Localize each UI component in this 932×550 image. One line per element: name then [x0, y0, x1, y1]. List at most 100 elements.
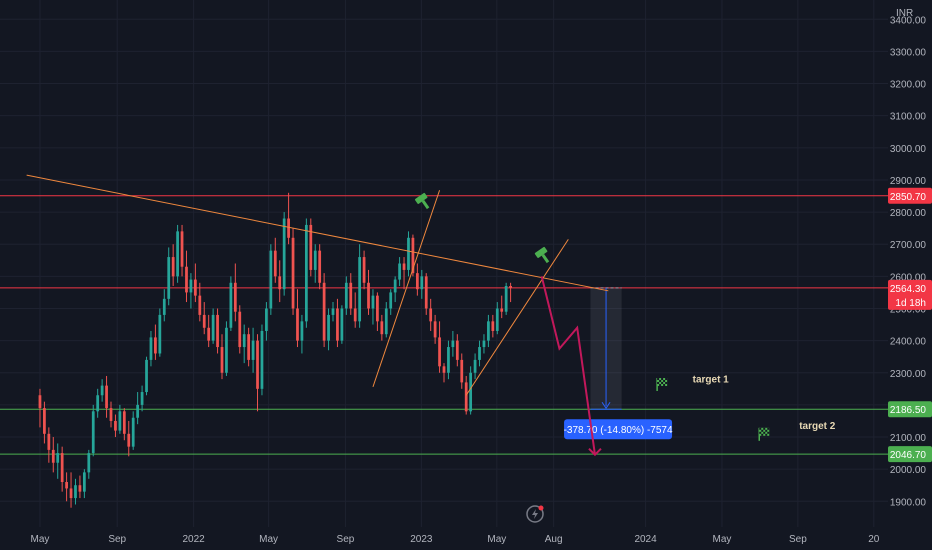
candle-body[interactable] [176, 231, 179, 277]
candle-body[interactable] [211, 314, 215, 341]
candle-body[interactable] [74, 485, 77, 499]
candle-body[interactable] [51, 449, 55, 463]
candle-body[interactable] [247, 334, 251, 360]
candle-body[interactable] [260, 330, 264, 389]
candle-body[interactable] [442, 366, 446, 373]
candle-body[interactable] [47, 433, 51, 450]
candle-body[interactable] [100, 385, 104, 396]
candle-body[interactable] [411, 237, 415, 274]
price-level-badge[interactable] [888, 187, 932, 204]
candle-body[interactable] [65, 482, 68, 489]
candle-body[interactable] [282, 218, 286, 290]
candle-body[interactable] [265, 308, 268, 331]
trendline[interactable] [372, 190, 441, 388]
candle-body[interactable] [43, 408, 46, 434]
y-axis[interactable]: INR1900.002000.002100.002200.002300.0024… [888, 0, 932, 550]
candle-body[interactable] [78, 485, 82, 492]
price-level-badge[interactable] [888, 446, 932, 463]
candle-body[interactable] [353, 308, 357, 322]
price-level-badge[interactable] [888, 401, 932, 418]
candle-body[interactable] [424, 276, 428, 309]
candle-body[interactable] [38, 395, 42, 409]
candle-body[interactable] [407, 237, 410, 270]
candle-body[interactable] [287, 218, 290, 238]
candle-body[interactable] [509, 285, 512, 288]
drawings[interactable] [26, 174, 609, 457]
candle-body[interactable] [269, 250, 273, 309]
candle-body[interactable] [87, 453, 91, 473]
candle-body[interactable] [109, 408, 113, 421]
candle-body[interactable] [60, 453, 64, 483]
candle-body[interactable] [358, 257, 362, 322]
candle-body[interactable] [464, 382, 468, 412]
candles[interactable] [38, 192, 512, 508]
candle-body[interactable] [96, 395, 100, 412]
x-axis[interactable]: May Sep 2022 May Sep 2023 May Aug 2024 May Sep 20 [0, 527, 932, 550]
candle-body[interactable] [451, 340, 455, 348]
candle-body[interactable] [105, 385, 108, 409]
candle-body[interactable] [291, 237, 295, 309]
candle-body[interactable] [122, 411, 126, 434]
candle-body[interactable] [447, 347, 450, 373]
candle-body[interactable] [185, 266, 188, 293]
candle-body[interactable] [455, 340, 459, 360]
candle-body[interactable] [300, 321, 304, 341]
candle-body[interactable] [180, 231, 184, 267]
trendline[interactable] [465, 239, 569, 396]
trendline[interactable] [26, 174, 609, 292]
candle-body[interactable] [429, 308, 433, 322]
candle-body[interactable] [438, 337, 441, 367]
candle-body[interactable] [136, 404, 140, 418]
candle-body[interactable] [487, 321, 490, 341]
candle-body[interactable] [251, 340, 255, 360]
candle-body[interactable] [491, 321, 495, 331]
candle-body[interactable] [154, 337, 157, 354]
candle-body[interactable] [322, 282, 326, 341]
candle-body[interactable] [158, 314, 162, 354]
candle-body[interactable] [376, 295, 379, 322]
candle-body[interactable] [371, 295, 375, 309]
candle-body[interactable] [318, 250, 322, 283]
candle-body[interactable] [327, 314, 330, 341]
candle-body[interactable] [460, 359, 464, 383]
candle-body[interactable] [398, 263, 401, 280]
candle-body[interactable] [402, 263, 406, 270]
candle-body[interactable] [225, 327, 228, 373]
candle-body[interactable] [198, 295, 202, 315]
candle-body[interactable] [349, 282, 353, 309]
candle-body[interactable] [331, 308, 335, 315]
candle-body[interactable] [304, 224, 308, 322]
candle-body[interactable] [114, 420, 117, 431]
candle-body[interactable] [91, 411, 95, 454]
candle-body[interactable] [69, 488, 73, 499]
candle-body[interactable] [189, 279, 193, 293]
candle-body[interactable] [233, 282, 237, 312]
candle-body[interactable] [473, 359, 477, 373]
candle-body[interactable] [56, 453, 60, 463]
candle-body[interactable] [162, 298, 166, 315]
candle-body[interactable] [469, 372, 473, 412]
candle-body[interactable] [220, 347, 224, 373]
candle-body[interactable] [380, 321, 384, 335]
candle-body[interactable] [216, 314, 219, 348]
candle-body[interactable] [256, 340, 259, 389]
candle-body[interactable] [193, 279, 197, 296]
candle-body[interactable] [336, 308, 339, 341]
candle-body[interactable] [242, 334, 246, 348]
candle-body[interactable] [495, 308, 499, 331]
price-level-badge[interactable] [888, 279, 932, 310]
candle-body[interactable] [140, 392, 144, 405]
candle-body[interactable] [82, 472, 86, 492]
candle-body[interactable] [340, 308, 344, 341]
candle-body[interactable] [131, 417, 135, 447]
candle-body[interactable] [420, 276, 424, 290]
candle-body[interactable] [202, 314, 206, 328]
candle-body[interactable] [309, 224, 313, 270]
candle-body[interactable] [296, 308, 299, 341]
candle-body[interactable] [313, 250, 317, 270]
candle-body[interactable] [127, 433, 131, 447]
candle-body[interactable] [171, 257, 175, 277]
candle-body[interactable] [118, 411, 122, 431]
candle-body[interactable] [149, 337, 153, 360]
